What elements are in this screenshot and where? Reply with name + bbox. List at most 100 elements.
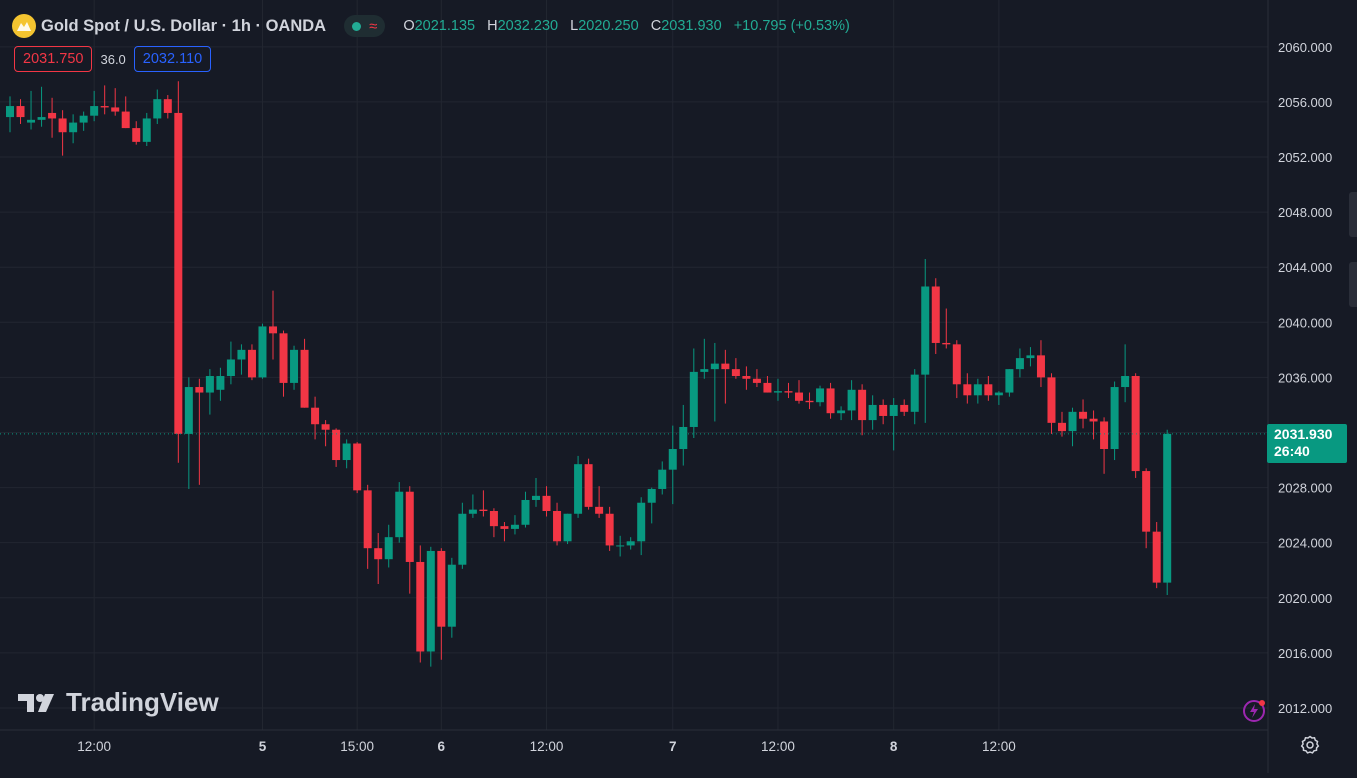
price-tick-label: 2024.000	[1278, 536, 1332, 551]
candle	[1068, 407, 1077, 447]
price-change: +10.795 (+0.53%)	[733, 18, 850, 34]
candle	[900, 399, 909, 416]
candle-body	[437, 550, 446, 627]
price-axis[interactable]: 2060.000 2056.000 2052.000 2048.000 2044.000…	[1267, 0, 1357, 773]
candle-body	[689, 371, 698, 427]
candle	[1005, 369, 1014, 397]
candle-body	[1131, 376, 1140, 472]
candle-body	[321, 424, 330, 430]
candle-body	[37, 117, 46, 120]
candle	[142, 112, 151, 146]
candle-body	[405, 491, 414, 562]
flash-icon[interactable]	[1242, 699, 1266, 723]
candle-body	[752, 378, 761, 383]
ohlc-values: O2021.135 H2032.230 L2020.250 C2031.930 …	[403, 18, 849, 34]
candle-body	[1121, 376, 1130, 388]
candle	[700, 338, 709, 379]
candle-body	[837, 410, 846, 414]
time-axis[interactable]: 12:00 5 15:00 6 12:00 7 12:00 8 12:00	[0, 729, 1268, 754]
candle	[637, 497, 646, 556]
candle-body	[616, 545, 625, 547]
candle-body	[574, 464, 583, 514]
candle-body	[311, 407, 320, 425]
candle-body	[879, 404, 888, 416]
price-tick-label: 2012.000	[1278, 701, 1332, 716]
candle-body	[942, 342, 951, 345]
candle	[500, 522, 509, 542]
candle-body	[994, 392, 1003, 396]
candle-body	[426, 550, 435, 652]
candle	[858, 384, 867, 436]
candle-body	[1152, 531, 1161, 583]
candle	[616, 535, 625, 557]
price-axis-bg	[1268, 0, 1357, 773]
candle-body	[353, 443, 362, 491]
candle	[1110, 381, 1119, 461]
candle	[1026, 347, 1035, 367]
candle	[90, 90, 99, 122]
candle	[731, 358, 740, 379]
time-tick-label: 6	[438, 739, 446, 754]
time-tick-label: 12:00	[77, 739, 111, 754]
candle-body	[174, 112, 183, 434]
tradingview-logo[interactable]: TradingView	[18, 687, 219, 718]
candle-body	[48, 112, 57, 119]
price-tick-label: 2020.000	[1278, 591, 1332, 606]
current-price-tag: 2031.930 26:40	[1267, 424, 1347, 463]
candle-body	[763, 382, 772, 393]
candle-body	[374, 548, 383, 560]
candle	[153, 89, 162, 124]
candle-body	[205, 376, 214, 393]
candle	[37, 86, 46, 127]
market-status-pill[interactable]: ≈	[344, 15, 386, 37]
spread-value: 36.0	[100, 51, 126, 67]
candle-body	[363, 490, 372, 549]
candle	[889, 398, 898, 451]
close-label: C	[650, 18, 662, 34]
candle-body	[489, 511, 498, 527]
candle-body	[479, 509, 488, 511]
candle	[510, 515, 519, 535]
candle	[742, 366, 751, 390]
candle	[710, 342, 719, 422]
candle-body	[1026, 355, 1035, 359]
candle	[773, 378, 782, 401]
candle	[69, 114, 78, 144]
candle	[605, 506, 614, 551]
symbol-title[interactable]: Gold Spot / U.S. Dollar · 1h · OANDA	[41, 16, 327, 35]
right-panel-toggle-bottom[interactable]	[1349, 262, 1357, 307]
candle-body	[532, 495, 540, 500]
bar-countdown: 26:40	[1274, 443, 1310, 459]
gold-coin-icon	[12, 14, 36, 38]
candle-body	[79, 115, 88, 123]
candle-body	[973, 384, 982, 396]
settings-icon[interactable]	[1300, 735, 1320, 755]
candle-body	[858, 389, 867, 421]
price-tick-label: 2052.000	[1278, 150, 1332, 165]
candle-body	[27, 119, 36, 123]
price-tick-label: 2048.000	[1278, 205, 1332, 220]
candle-body	[90, 106, 99, 116]
candle	[984, 376, 993, 401]
candle-body	[395, 491, 404, 538]
candle-body	[626, 541, 635, 546]
candle-body	[1110, 387, 1119, 450]
open-value: 2021.135	[414, 18, 476, 34]
candle-body	[237, 349, 246, 360]
candle	[195, 378, 204, 485]
candle	[79, 111, 88, 131]
sell-button[interactable]: 2031.750	[14, 46, 93, 72]
trade-buttons: 2031.750 36.0 2032.110	[14, 46, 212, 72]
buy-button[interactable]: 2032.110	[133, 46, 212, 72]
price-tick-label: 2040.000	[1278, 315, 1332, 330]
candle-body	[931, 286, 940, 343]
candle	[395, 482, 404, 543]
right-panel-toggle-top[interactable]	[1349, 192, 1357, 237]
close-value: 2031.930	[661, 18, 722, 34]
candle-body	[721, 363, 730, 370]
candle-body	[900, 404, 909, 412]
wave-icon: ≈	[369, 17, 378, 35]
low-label: L	[570, 18, 579, 34]
